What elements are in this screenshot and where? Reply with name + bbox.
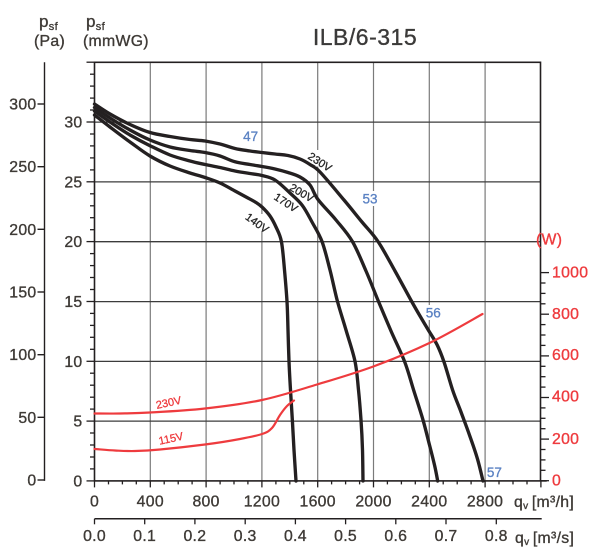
svg-text:800: 800 bbox=[192, 494, 219, 511]
svg-text:400: 400 bbox=[552, 388, 579, 405]
svg-text:0.7: 0.7 bbox=[435, 528, 458, 545]
svg-text:0.6: 0.6 bbox=[384, 528, 407, 545]
svg-text:0: 0 bbox=[27, 473, 36, 490]
svg-text:56: 56 bbox=[426, 305, 441, 320]
svg-text:0: 0 bbox=[552, 473, 561, 490]
svg-text:115V: 115V bbox=[158, 431, 185, 448]
svg-text:qv [m³/s]: qv [m³/s] bbox=[515, 530, 574, 548]
svg-text:10: 10 bbox=[64, 354, 82, 371]
svg-text:53: 53 bbox=[362, 191, 377, 206]
svg-text:(Pa): (Pa) bbox=[34, 33, 65, 50]
svg-text:0: 0 bbox=[73, 473, 82, 490]
svg-text:47: 47 bbox=[243, 129, 258, 144]
svg-text:0.5: 0.5 bbox=[334, 528, 357, 545]
svg-text:200: 200 bbox=[552, 431, 579, 448]
svg-text:800: 800 bbox=[552, 306, 579, 323]
svg-text:230V: 230V bbox=[155, 395, 183, 412]
svg-text:300: 300 bbox=[9, 97, 36, 114]
svg-text:20: 20 bbox=[64, 234, 82, 251]
svg-text:400: 400 bbox=[137, 494, 164, 511]
svg-text:600: 600 bbox=[552, 347, 579, 364]
svg-text:200: 200 bbox=[9, 222, 36, 239]
svg-text:2000: 2000 bbox=[355, 494, 391, 511]
svg-text:(W): (W) bbox=[536, 232, 562, 249]
svg-text:250: 250 bbox=[9, 159, 36, 176]
svg-text:psf: psf bbox=[86, 12, 106, 33]
svg-text:140V: 140V bbox=[243, 211, 271, 236]
svg-text:0.8: 0.8 bbox=[485, 528, 508, 545]
svg-text:ILB/6-315: ILB/6-315 bbox=[313, 24, 417, 50]
svg-text:15: 15 bbox=[64, 294, 82, 311]
svg-text:0.4: 0.4 bbox=[284, 528, 307, 545]
svg-text:57: 57 bbox=[487, 465, 502, 480]
svg-text:100: 100 bbox=[9, 347, 36, 364]
svg-text:psf: psf bbox=[39, 12, 59, 33]
svg-text:30: 30 bbox=[64, 115, 82, 132]
svg-text:(mmWG): (mmWG) bbox=[83, 33, 149, 50]
svg-text:0: 0 bbox=[90, 494, 99, 511]
svg-text:2400: 2400 bbox=[411, 494, 447, 511]
svg-text:25: 25 bbox=[64, 174, 82, 191]
svg-text:5: 5 bbox=[73, 414, 82, 431]
svg-text:1200: 1200 bbox=[244, 494, 280, 511]
svg-text:1600: 1600 bbox=[300, 494, 336, 511]
svg-text:0.3: 0.3 bbox=[234, 528, 257, 545]
svg-text:1000: 1000 bbox=[552, 265, 588, 282]
svg-text:0.0: 0.0 bbox=[83, 528, 106, 545]
svg-text:2800: 2800 bbox=[467, 494, 503, 511]
svg-text:0.2: 0.2 bbox=[183, 528, 206, 545]
svg-text:150: 150 bbox=[9, 285, 36, 302]
svg-text:qv [m³/h]: qv [m³/h] bbox=[514, 494, 574, 512]
svg-text:50: 50 bbox=[18, 410, 36, 427]
svg-text:0.1: 0.1 bbox=[133, 528, 156, 545]
